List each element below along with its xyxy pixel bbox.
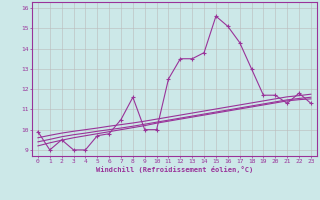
X-axis label: Windchill (Refroidissement éolien,°C): Windchill (Refroidissement éolien,°C) [96, 166, 253, 173]
